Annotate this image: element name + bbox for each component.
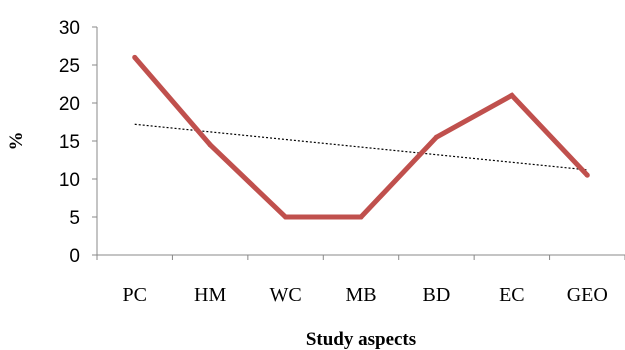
y-tick-label: 20 [59, 94, 80, 115]
data-points [132, 54, 590, 220]
x-tick-label: GEO [567, 284, 608, 306]
y-axis-title: % [6, 132, 27, 151]
x-tick-label: HM [194, 284, 226, 306]
data-point [584, 172, 590, 178]
x-tick-label: WC [269, 284, 301, 306]
data-point [433, 134, 439, 140]
x-tick-label: EC [499, 284, 525, 306]
data-point [358, 214, 364, 220]
y-tick-label: 30 [59, 18, 80, 39]
data-point [132, 54, 138, 60]
data-point [283, 214, 289, 220]
data-point [509, 92, 515, 98]
x-axis-ticks: PC HM WC MB BD EC GEO [96, 255, 625, 306]
x-axis-title: Study aspects [306, 329, 416, 350]
x-tick-label: BD [423, 284, 451, 306]
data-point [207, 142, 213, 148]
y-axis-ticks: 0 5 10 15 20 25 30 [59, 18, 97, 267]
y-tick-label: 0 [69, 246, 80, 267]
x-tick-label: PC [122, 284, 146, 306]
y-tick-label: 10 [59, 170, 80, 191]
y-tick-label: 15 [59, 132, 80, 153]
series-line [132, 55, 590, 220]
x-tick-label: MB [345, 284, 376, 306]
trendline [134, 123, 588, 171]
y-tick-label: 5 [69, 208, 80, 229]
y-tick-label: 25 [59, 56, 80, 77]
